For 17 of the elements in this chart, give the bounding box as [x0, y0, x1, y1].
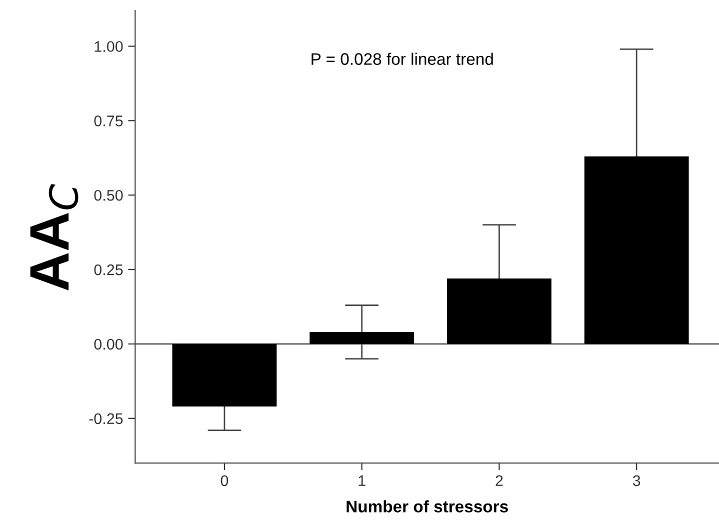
bar [310, 332, 414, 344]
y-tick-label: 0.25 [94, 264, 123, 276]
x-tick-label: 0 [220, 475, 228, 486]
x-axis-title: Number of stressors [346, 500, 508, 512]
y-tick-label: 1.00 [94, 41, 123, 52]
bar [172, 344, 277, 406]
y-tick-label: 0.00 [94, 338, 123, 350]
annotation: P = 0.028 for linear trend [312, 52, 493, 65]
x-tick-label: 3 [632, 475, 640, 486]
y-axis-title: AA$_{C}$ [30, 184, 78, 290]
y-tick-label: 0.75 [94, 116, 123, 126]
bar [584, 156, 689, 344]
x-tick-label: 1 [358, 475, 366, 486]
x-tick-label: 2 [496, 475, 503, 486]
bar [447, 278, 552, 344]
y-tick-label: -0.25 [89, 413, 123, 424]
y-tick-label: 0.50 [94, 190, 123, 201]
